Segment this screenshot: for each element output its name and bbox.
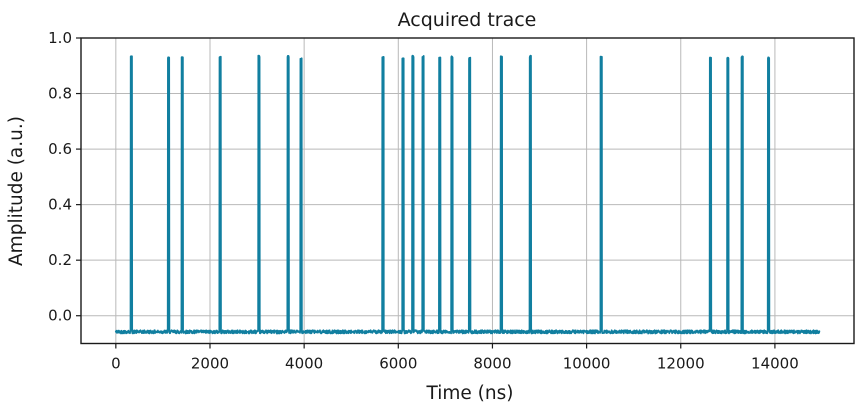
- y-tick-label: 0.2: [48, 251, 72, 269]
- y-tick-labels: 0.0 0.2 0.4 0.6 0.8 1.0: [48, 29, 72, 325]
- x-tick-label: 14000: [751, 355, 799, 373]
- y-tick-label: 0.8: [48, 85, 72, 103]
- chart-title: Acquired trace: [398, 9, 537, 31]
- y-tick-label: 0.6: [48, 140, 72, 158]
- x-tick-label: 2000: [191, 355, 229, 373]
- x-tick-label: 4000: [285, 355, 323, 373]
- x-tick-label: 12000: [657, 355, 705, 373]
- y-axis-label: Amplitude (a.u.): [6, 116, 27, 266]
- tick-marks: [76, 37, 776, 349]
- y-tick-label: 1.0: [48, 29, 72, 47]
- x-axis-label: Time (ns): [426, 383, 514, 404]
- trace-line: [114, 54, 821, 335]
- y-tick-label: 0.0: [48, 307, 72, 325]
- y-tick-label: 0.4: [48, 196, 72, 214]
- x-tick-labels: 0 2000 4000 6000 8000 10000 12000 14000: [111, 355, 799, 373]
- x-tick-label: 6000: [379, 355, 417, 373]
- plot-border: [80, 37, 855, 345]
- gridlines: [81, 37, 854, 344]
- x-tick-label: 0: [111, 355, 121, 373]
- x-tick-label: 10000: [563, 355, 611, 373]
- x-tick-label: 8000: [473, 355, 511, 373]
